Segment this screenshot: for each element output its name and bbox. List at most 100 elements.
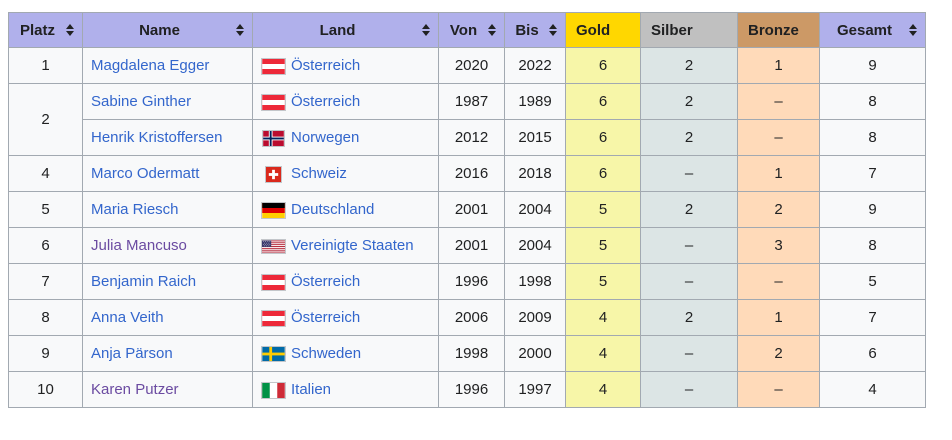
flag-austria-icon — [261, 309, 286, 327]
gold-cell: 4 — [565, 335, 641, 372]
land-cell: Deutschland — [252, 191, 439, 228]
column-label: Name — [139, 21, 180, 39]
column-label: Von — [449, 21, 478, 39]
name-link[interactable]: Magdalena Egger — [91, 57, 210, 74]
name-link[interactable]: Anja Pärson — [91, 345, 173, 362]
bis-cell: 1989 — [504, 83, 566, 120]
table-row: 7 Benjamin Raich Österreich 1996 1998 5 … — [8, 263, 926, 300]
flag-germany-icon — [261, 201, 286, 219]
bis-cell: 1998 — [504, 263, 566, 300]
column-label: Gesamt — [836, 21, 893, 39]
table-row: 6 Julia Mancuso Vereinigte Staaten 2001 … — [8, 227, 926, 264]
country-link[interactable]: Vereinigte Staaten — [291, 237, 414, 254]
bronze-cell: 1 — [737, 47, 820, 84]
total-cell: 4 — [819, 371, 926, 408]
column-header-land[interactable]: Land — [252, 12, 439, 48]
medal-table: Platz Name Land Von Bis Gold Silber Bron… — [8, 12, 926, 408]
column-header-bronze: Bronze — [737, 12, 820, 48]
rank-cell: 1 — [8, 47, 83, 84]
total-cell: 8 — [819, 227, 926, 264]
flag-switzerland-icon — [261, 165, 286, 183]
column-header-gold: Gold — [565, 12, 641, 48]
gold-cell: 5 — [565, 191, 641, 228]
name-cell: Marco Odermatt — [82, 155, 253, 192]
column-header-bis[interactable]: Bis — [504, 12, 566, 48]
bronze-cell: – — [737, 119, 820, 156]
table-row: 9 Anja Pärson Schweden 1998 2000 4 – 2 6 — [8, 335, 926, 372]
total-cell: 9 — [819, 191, 926, 228]
land-cell: Österreich — [252, 263, 439, 300]
flag-austria-icon — [261, 57, 286, 75]
name-link[interactable]: Julia Mancuso — [91, 237, 187, 254]
silver-cell: 2 — [640, 83, 738, 120]
von-cell: 2001 — [438, 227, 505, 264]
bronze-cell: 1 — [737, 155, 820, 192]
name-cell: Karen Putzer — [82, 371, 253, 408]
table-row: 4 Marco Odermatt Schweiz 2016 2018 6 – 1… — [8, 155, 926, 192]
country-link[interactable]: Deutschland — [291, 201, 375, 218]
sort-icon — [236, 24, 245, 36]
country-link[interactable]: Österreich — [291, 309, 361, 326]
country-link[interactable]: Österreich — [291, 273, 361, 290]
rank-cell: 2 — [8, 83, 83, 156]
silver-cell: – — [640, 371, 738, 408]
land-cell: Schweden — [252, 335, 439, 372]
column-label: Gold — [576, 21, 611, 39]
name-link[interactable]: Benjamin Raich — [91, 273, 197, 290]
land-cell: Schweiz — [252, 155, 439, 192]
von-cell: 2006 — [438, 299, 505, 336]
bis-cell: 2000 — [504, 335, 566, 372]
sort-icon — [422, 24, 431, 36]
bronze-cell: – — [737, 371, 820, 408]
sort-icon — [66, 24, 75, 36]
column-header-platz[interactable]: Platz — [8, 12, 83, 48]
von-cell: 1998 — [438, 335, 505, 372]
name-link[interactable]: Anna Veith — [91, 309, 164, 326]
column-header-gesamt[interactable]: Gesamt — [819, 12, 926, 48]
gold-cell: 6 — [565, 47, 641, 84]
country-link[interactable]: Schweiz — [291, 165, 347, 182]
name-cell: Maria Riesch — [82, 191, 253, 228]
country-link[interactable]: Norwegen — [291, 129, 360, 146]
silver-cell: 2 — [640, 191, 738, 228]
name-link[interactable]: Marco Odermatt — [91, 165, 200, 182]
table-row: Henrik Kristoffersen Norwegen 2012 2015 … — [9, 119, 926, 156]
country-link[interactable]: Österreich — [291, 93, 361, 110]
country-link[interactable]: Österreich — [291, 57, 361, 74]
von-cell: 2001 — [438, 191, 505, 228]
table-row: 10 Karen Putzer Italien 1996 1997 4 – – … — [8, 371, 926, 408]
column-header-name[interactable]: Name — [82, 12, 253, 48]
bronze-cell: – — [737, 83, 820, 120]
rank-cell: 9 — [8, 335, 83, 372]
name-cell: Anja Pärson — [82, 335, 253, 372]
total-cell: 7 — [819, 299, 926, 336]
von-cell: 2020 — [438, 47, 505, 84]
silver-cell: 2 — [640, 299, 738, 336]
silver-cell: – — [640, 155, 738, 192]
bronze-cell: 2 — [737, 191, 820, 228]
total-cell: 5 — [819, 263, 926, 300]
silver-cell: 2 — [640, 47, 738, 84]
name-link[interactable]: Sabine Ginther — [91, 93, 192, 110]
table-row: 5 Maria Riesch Deutschland 2001 2004 5 2… — [8, 191, 926, 228]
name-link[interactable]: Henrik Kristoffersen — [91, 129, 223, 146]
gold-cell: 4 — [565, 371, 641, 408]
silver-cell: – — [640, 335, 738, 372]
total-cell: 9 — [819, 47, 926, 84]
name-cell: Magdalena Egger — [82, 47, 253, 84]
total-cell: 7 — [819, 155, 926, 192]
von-cell: 1996 — [438, 371, 505, 408]
name-link[interactable]: Maria Riesch — [91, 201, 179, 218]
flag-italy-icon — [261, 381, 286, 399]
country-link[interactable]: Schweden — [291, 345, 362, 362]
gold-cell: 4 — [565, 299, 641, 336]
rank-cell: 4 — [8, 155, 83, 192]
name-cell: Anna Veith — [82, 299, 253, 336]
country-link[interactable]: Italien — [291, 381, 332, 398]
column-header-von[interactable]: Von — [438, 12, 505, 48]
land-cell: Italien — [252, 371, 439, 408]
name-link[interactable]: Karen Putzer — [91, 381, 179, 398]
gold-cell: 6 — [565, 119, 641, 156]
sort-icon — [909, 24, 918, 36]
column-label: Silber — [651, 21, 693, 39]
